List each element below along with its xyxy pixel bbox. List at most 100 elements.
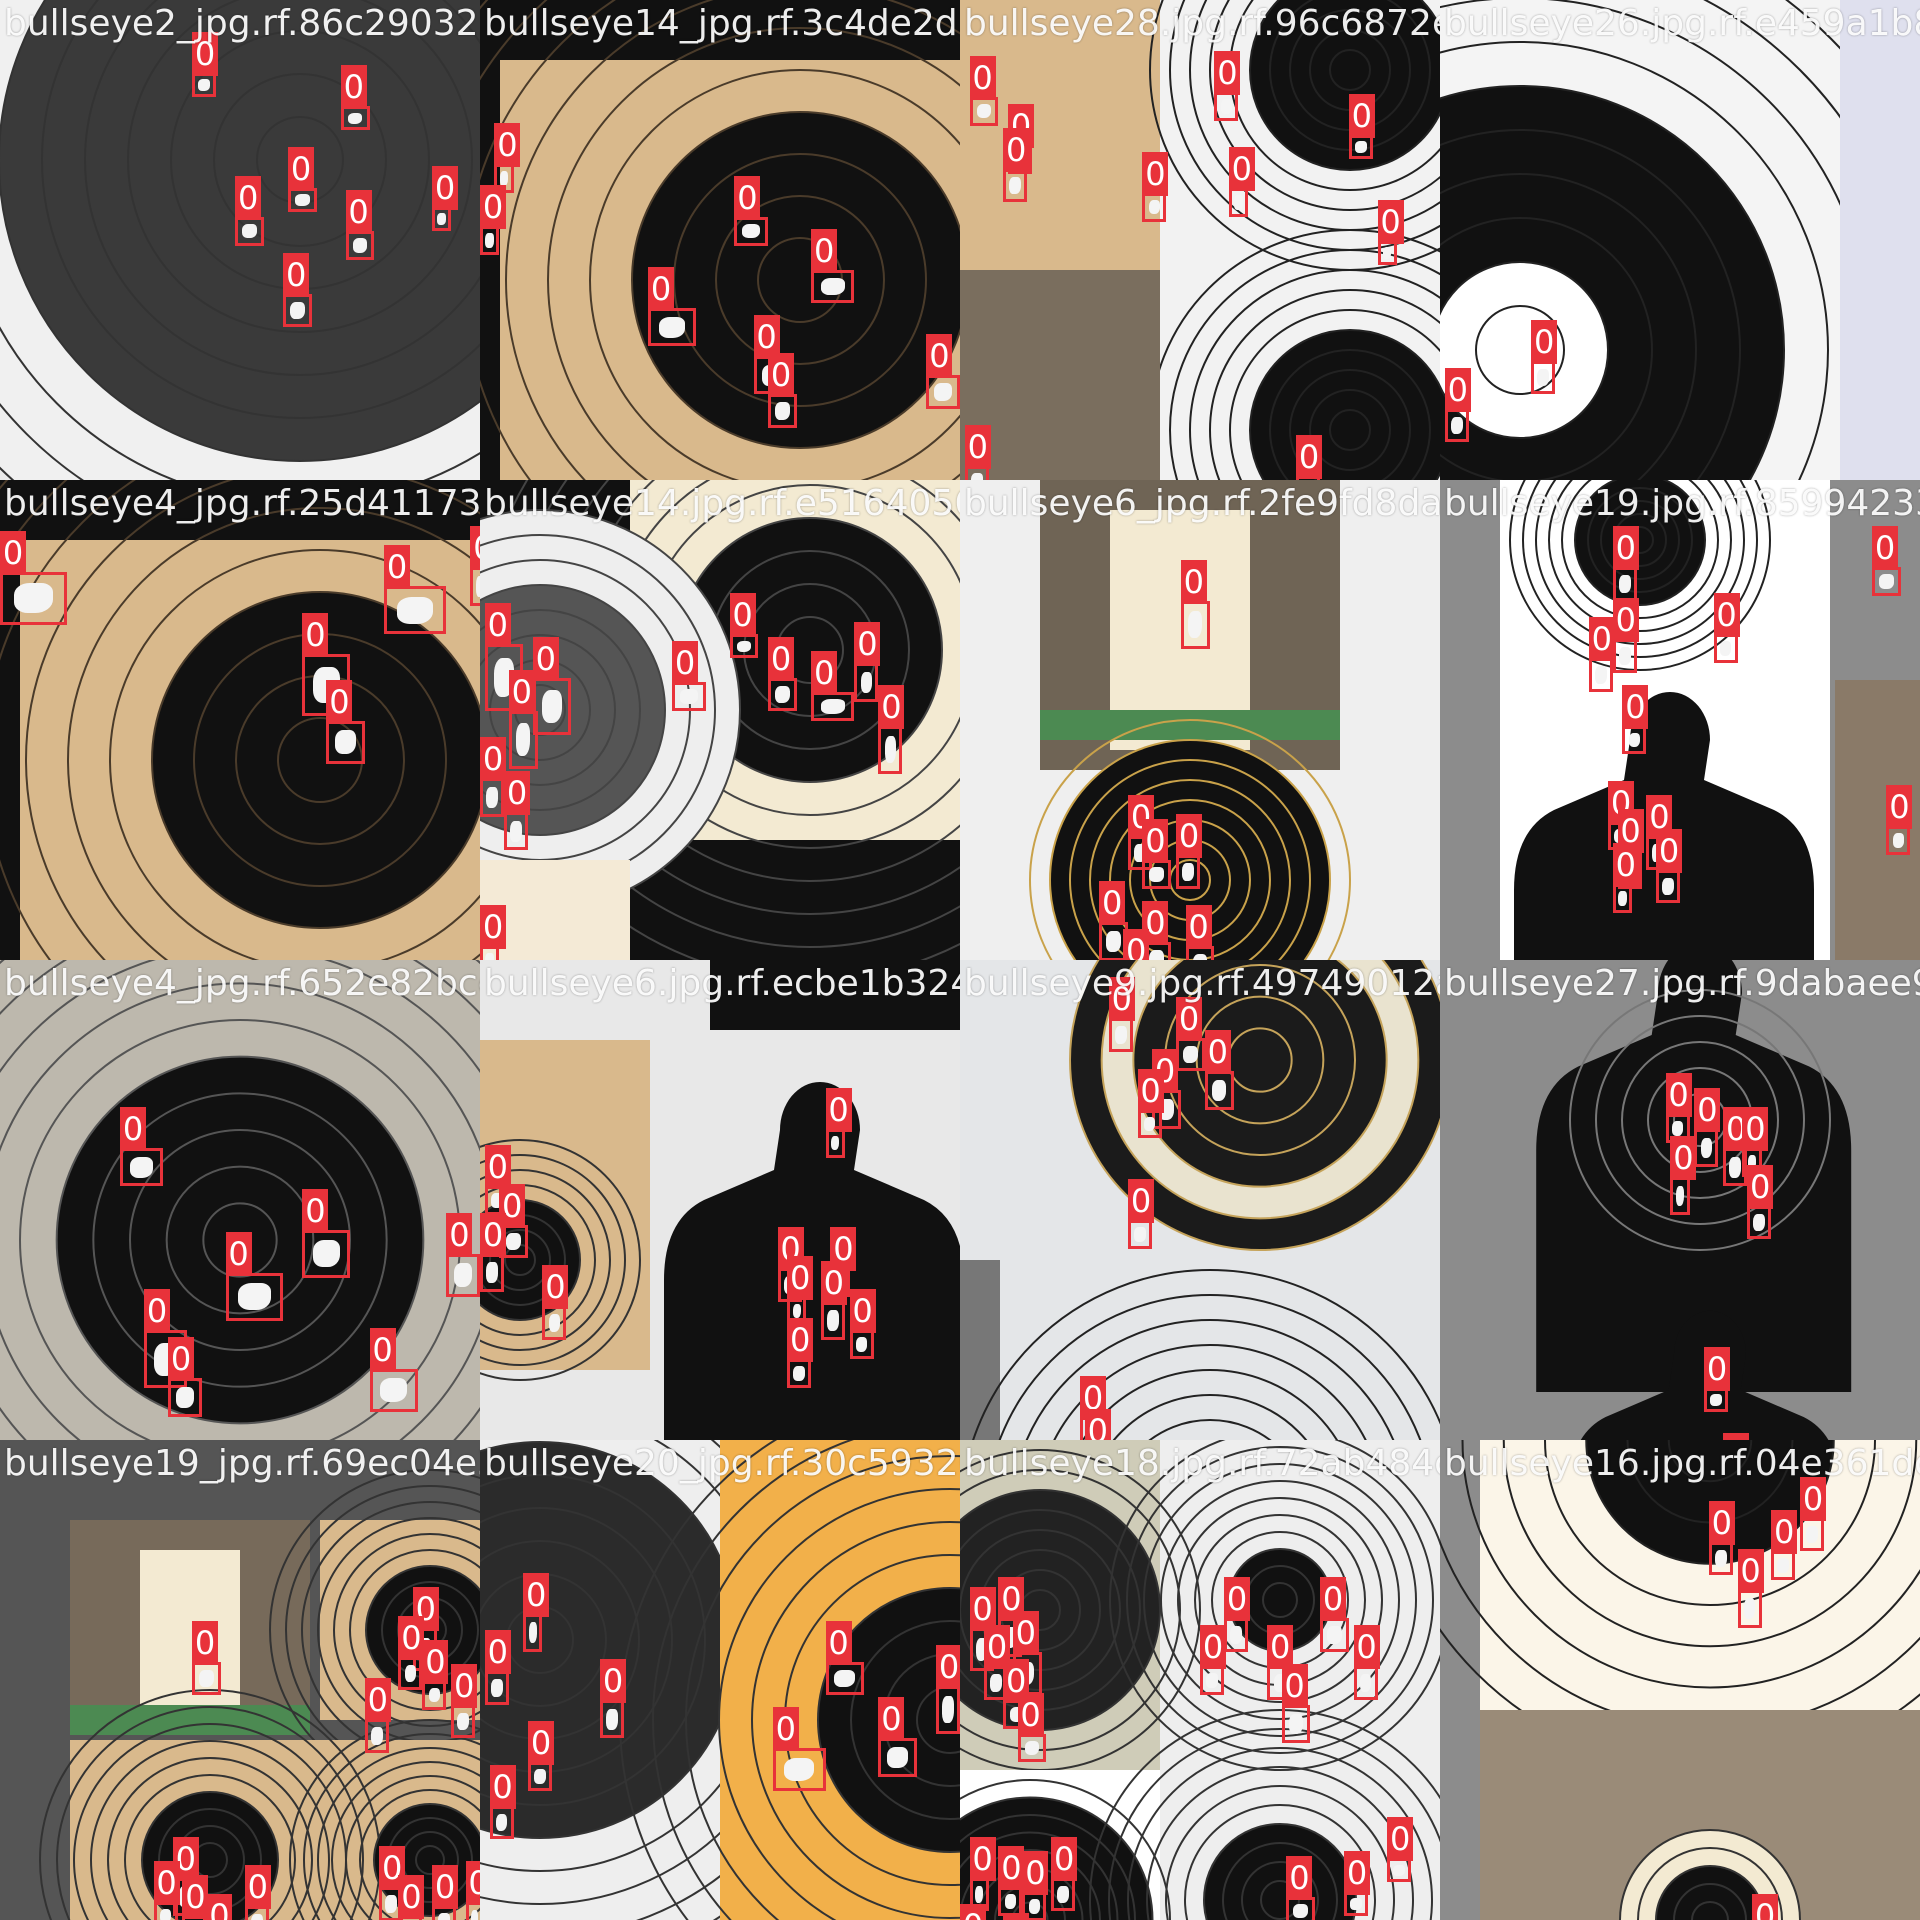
detection-box: 0	[1622, 684, 1649, 755]
bullet-hole	[335, 730, 356, 755]
detection-box: 0	[1800, 1476, 1826, 1552]
background-panel	[960, 270, 1160, 480]
bullet-hole	[827, 1310, 839, 1332]
detection-box: 0	[1704, 1347, 1730, 1412]
target-ring	[0, 982, 480, 1440]
target-ring	[90, 1740, 330, 1920]
class-label: 0	[854, 622, 881, 667]
class-label: 0	[1003, 127, 1030, 172]
bullet-hole	[1618, 891, 1627, 906]
detection-box: 0	[528, 1721, 554, 1792]
target-ring	[1089, 1709, 1440, 1920]
class-label: 0	[1665, 1073, 1692, 1118]
tile-filename: bullseye20_jpg.rf.30c593208	[484, 1443, 960, 1484]
detection-box: 0	[542, 1265, 569, 1340]
target-ring	[1108, 1728, 1440, 1920]
class-label: 0	[398, 1615, 425, 1660]
class-label: 0	[1531, 319, 1558, 364]
bullet-hole	[438, 1913, 450, 1920]
class-label: 0	[484, 603, 511, 647]
target-ring	[972, 1269, 1440, 1440]
target-ring	[1329, 409, 1371, 451]
detection-box: 0	[600, 1659, 626, 1739]
detection-box: 0	[288, 147, 317, 212]
class-label: 0	[1176, 814, 1202, 859]
class-label: 0	[960, 1903, 986, 1920]
detection-box: 0	[1214, 51, 1241, 121]
tile-filename: bullseye14_jpg.rf.3c4de2d232	[484, 3, 960, 44]
class-label: 0	[1752, 1894, 1778, 1920]
class-label: 0	[484, 1145, 511, 1190]
target-ring	[505, 0, 960, 480]
class-label: 0	[964, 425, 991, 470]
target-image	[1440, 1440, 1920, 1920]
detection-box: 0	[787, 1255, 814, 1326]
target-ring	[1535, 480, 1745, 645]
bullet-hole	[1211, 1080, 1227, 1101]
bullet-hole	[352, 238, 368, 253]
class-label: 0	[969, 1836, 996, 1881]
detection-box: 0	[1531, 319, 1558, 395]
target-ring	[1621, 1041, 1779, 1199]
class-label: 0	[384, 545, 410, 590]
target-ring	[480, 1139, 641, 1381]
class-label: 0	[1713, 593, 1740, 638]
class-label: 0	[192, 31, 218, 76]
detection-box: 0	[1771, 1510, 1798, 1580]
bullet-hole	[1183, 1045, 1198, 1064]
target-ring	[480, 1154, 626, 1366]
class-label: 0	[480, 185, 506, 230]
detection-box: 0	[772, 1707, 826, 1792]
class-label: 0	[235, 175, 262, 220]
class-label: 0	[1123, 929, 1150, 960]
detection-box: 0	[484, 1630, 511, 1705]
bullet-hole	[506, 1232, 521, 1251]
target-ring	[1262, 1582, 1298, 1618]
bullet-hole	[371, 1727, 383, 1745]
class-label: 0	[302, 1188, 329, 1233]
target-ring	[1160, 1480, 1400, 1720]
bullet-hole	[820, 277, 845, 296]
bullet-hole	[606, 1708, 618, 1730]
bullet-hole	[237, 1283, 271, 1311]
detection-box: 0	[168, 1337, 202, 1417]
bullet-hole	[884, 736, 897, 764]
target-ring	[1146, 1766, 1414, 1920]
bullet-hole	[251, 1914, 263, 1920]
detection-box: 0	[648, 267, 696, 347]
detection-box: 0	[1670, 1135, 1697, 1216]
detection-box: 0	[1017, 1692, 1047, 1763]
class-label: 0	[1214, 51, 1241, 95]
class-label: 0	[1180, 559, 1207, 604]
tile-filename: bullseye4_jpg.rf.652e82bcef	[4, 963, 480, 1004]
mosaic-tile: 0 0 0 0 0 0 0 0 0 0 0 0 bullseye19.jpg.rf.85994233	[1440, 480, 1920, 960]
bullet-hole	[1182, 863, 1194, 881]
target-ring	[1548, 480, 1732, 632]
detection-box: 0	[283, 252, 312, 328]
bullet-hole	[1619, 575, 1631, 593]
target-ring	[1561, 480, 1719, 619]
detection-box: 0	[1344, 1851, 1370, 1916]
mosaic-tile: 00000000bullseye27.jpg.rf.9dabaee90e	[1440, 960, 1920, 1440]
detection-box: 0	[494, 123, 521, 193]
target-ring	[1229, 309, 1440, 480]
bullet-hole	[1206, 1673, 1218, 1689]
detection-box: 0	[153, 1860, 180, 1920]
bullet-hole	[679, 689, 698, 705]
class-label: 0	[1185, 905, 1212, 950]
bullet-hole	[1293, 1903, 1309, 1919]
class-label: 0	[1444, 367, 1471, 412]
class-label: 0	[734, 175, 761, 220]
bullet-hole	[834, 1669, 856, 1688]
bullet-hole	[428, 1687, 441, 1703]
bullet-hole	[491, 1679, 503, 1697]
detection-box: 0	[854, 622, 881, 702]
class-label: 0	[484, 1630, 511, 1675]
detection-box: 0	[878, 684, 905, 774]
class-label: 0	[1200, 1625, 1226, 1670]
class-label: 0	[926, 334, 953, 379]
target-image	[1440, 0, 1920, 480]
bullet-hole	[242, 223, 257, 239]
bullet-hole	[820, 699, 845, 714]
